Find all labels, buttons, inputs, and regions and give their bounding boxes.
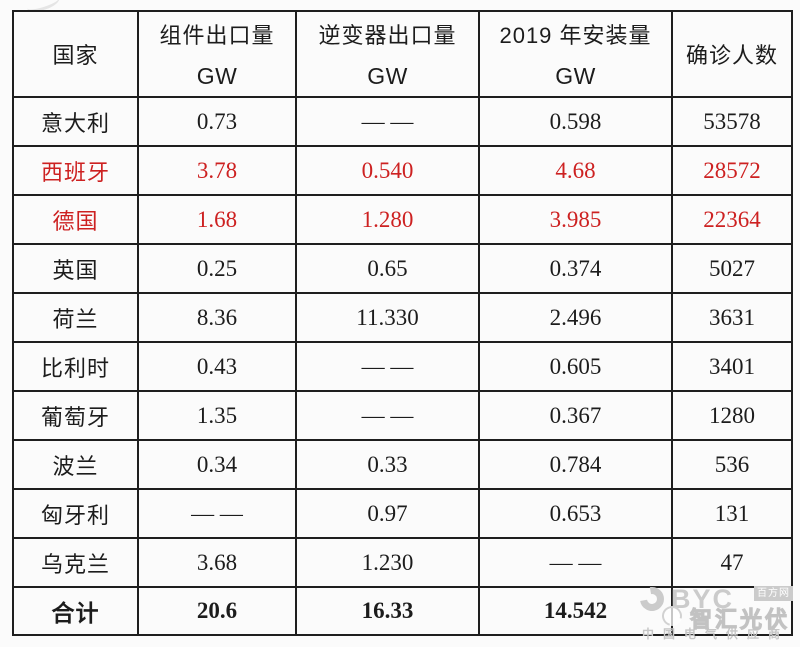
cell-confirmed: 1280 <box>671 390 793 441</box>
cell-installed-2019: 0.374 <box>478 243 673 294</box>
cell-confirmed: 47 <box>671 537 793 588</box>
cell-country: 比利时 <box>12 341 139 392</box>
cell-installed-2019: 4.68 <box>478 145 673 196</box>
cell-confirmed: 53578 <box>671 96 793 147</box>
cell-confirmed: 536 <box>671 439 793 490</box>
cell-inverter-export: 0.33 <box>295 439 480 490</box>
cell-confirmed: 131 <box>671 488 793 539</box>
cell-country: 匈牙利 <box>12 488 139 539</box>
cell-module-export: 0.43 <box>137 341 297 392</box>
total-inverter-export: 16.33 <box>295 586 480 636</box>
cell-installed-2019: — — <box>478 537 673 588</box>
header-installed-2019-label: 2019 年安装量 <box>499 23 652 48</box>
cell-module-export: 1.68 <box>137 194 297 245</box>
cell-confirmed: 3631 <box>671 292 793 343</box>
cell-inverter-export: 0.540 <box>295 145 480 196</box>
cell-module-export: 3.78 <box>137 145 297 196</box>
cell-inverter-export: — — <box>295 96 480 147</box>
table-row: 葡萄牙 1.35 — — 0.367 1280 <box>12 390 793 441</box>
table-row: 比利时 0.43 — — 0.605 3401 <box>12 341 793 392</box>
header-confirmed: 确诊人数 <box>671 10 793 98</box>
header-module-export: 组件出口量 GW <box>137 10 297 98</box>
cell-confirmed: 5027 <box>671 243 793 294</box>
cell-inverter-export: — — <box>295 390 480 441</box>
total-label: 合计 <box>12 586 139 636</box>
data-table: 国家 组件出口量 GW 逆变器出口量 GW 2019 年安装量 GW <box>12 10 793 636</box>
total-row: 合计 20.6 16.33 14.542 <box>12 586 793 636</box>
cell-installed-2019: 0.598 <box>478 96 673 147</box>
header-confirmed-label: 确诊人数 <box>685 43 778 68</box>
table-row: 意大利 0.73 — — 0.598 53578 <box>12 96 793 147</box>
header-country: 国家 <box>12 10 139 98</box>
cell-module-export: 0.73 <box>137 96 297 147</box>
header-installed-2019-unit: GW <box>555 63 596 89</box>
cell-country: 荷兰 <box>12 292 139 343</box>
cell-inverter-export: 1.230 <box>295 537 480 588</box>
total-confirmed <box>671 586 793 636</box>
cell-country: 波兰 <box>12 439 139 490</box>
cell-inverter-export: 0.65 <box>295 243 480 294</box>
table-row: 西班牙 3.78 0.540 4.68 28572 <box>12 145 793 196</box>
cell-installed-2019: 0.605 <box>478 341 673 392</box>
cell-module-export: 1.35 <box>137 390 297 441</box>
cell-inverter-export: 1.280 <box>295 194 480 245</box>
table-header: 国家 组件出口量 GW 逆变器出口量 GW 2019 年安装量 GW <box>12 10 793 98</box>
table-row: 德国 1.68 1.280 3.985 22364 <box>12 194 793 245</box>
table-body: 意大利 0.73 — — 0.598 53578 西班牙 3.78 0.540 … <box>12 96 793 588</box>
cell-country: 葡萄牙 <box>12 390 139 441</box>
header-inverter-export-label: 逆变器出口量 <box>318 23 457 48</box>
total-module-export: 20.6 <box>137 586 297 636</box>
header-inverter-export-unit: GW <box>367 63 408 89</box>
cell-confirmed: 3401 <box>671 341 793 392</box>
header-country-label: 国家 <box>52 43 99 68</box>
header-installed-2019: 2019 年安装量 GW <box>478 10 673 98</box>
table-row: 乌克兰 3.68 1.230 — — 47 <box>12 537 793 588</box>
cell-country: 西班牙 <box>12 145 139 196</box>
cell-country: 意大利 <box>12 96 139 147</box>
header-inverter-export: 逆变器出口量 GW <box>295 10 480 98</box>
cell-inverter-export: 11.330 <box>295 292 480 343</box>
cell-inverter-export: — — <box>295 341 480 392</box>
table-row: 匈牙利 — — 0.97 0.653 131 <box>12 488 793 539</box>
table-footer: 合计 20.6 16.33 14.542 <box>12 586 793 636</box>
total-installed-2019: 14.542 <box>478 586 673 636</box>
cell-confirmed: 22364 <box>671 194 793 245</box>
table-row: 英国 0.25 0.65 0.374 5027 <box>12 243 793 294</box>
cell-country: 乌克兰 <box>12 537 139 588</box>
header-module-export-label: 组件出口量 <box>159 23 275 48</box>
cell-installed-2019: 0.653 <box>478 488 673 539</box>
cell-installed-2019: 2.496 <box>478 292 673 343</box>
cell-module-export: 0.25 <box>137 243 297 294</box>
cell-installed-2019: 0.367 <box>478 390 673 441</box>
cell-confirmed: 28572 <box>671 145 793 196</box>
table-row: 荷兰 8.36 11.330 2.496 3631 <box>12 292 793 343</box>
cell-inverter-export: 0.97 <box>295 488 480 539</box>
cell-module-export: 8.36 <box>137 292 297 343</box>
header-row: 国家 组件出口量 GW 逆变器出口量 GW 2019 年安装量 GW <box>12 10 793 98</box>
cell-module-export: — — <box>137 488 297 539</box>
cell-installed-2019: 0.784 <box>478 439 673 490</box>
cell-installed-2019: 3.985 <box>478 194 673 245</box>
table-row: 波兰 0.34 0.33 0.784 536 <box>12 439 793 490</box>
header-module-export-unit: GW <box>196 63 238 89</box>
cell-country: 英国 <box>12 243 139 294</box>
cell-module-export: 3.68 <box>137 537 297 588</box>
cell-module-export: 0.34 <box>137 439 297 490</box>
cell-country: 德国 <box>12 194 139 245</box>
